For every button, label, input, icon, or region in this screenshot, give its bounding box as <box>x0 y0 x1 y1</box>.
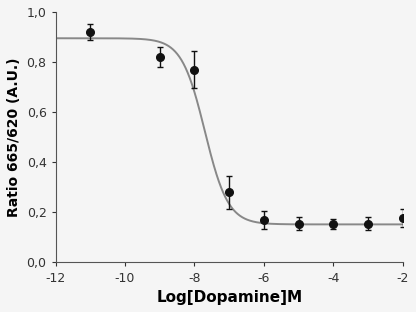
X-axis label: Log[Dopamine]M: Log[Dopamine]M <box>156 290 302 305</box>
Y-axis label: Ratio 665/620 (A.U.): Ratio 665/620 (A.U.) <box>7 57 21 217</box>
